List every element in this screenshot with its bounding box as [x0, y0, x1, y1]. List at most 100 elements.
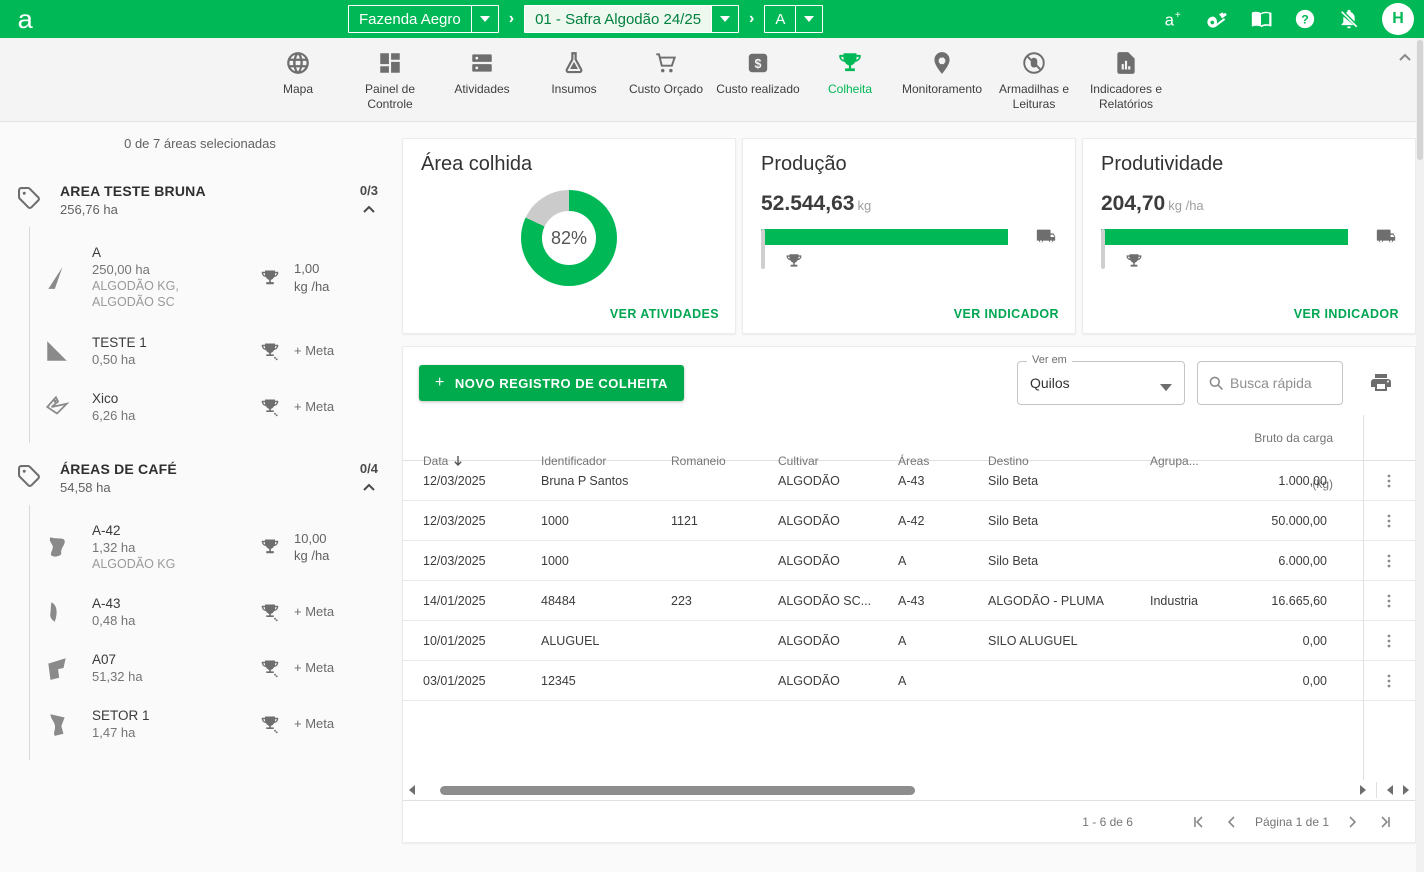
table-row[interactable]: 12/03/2025 Bruna P Santos ALGODÃO A-43 Silo …: [403, 461, 1415, 501]
sort-descending-icon[interactable]: [452, 455, 464, 467]
nav-item-colheita[interactable]: Colheita: [808, 50, 892, 97]
add-goal-link[interactable]: + Meta: [294, 604, 335, 620]
harvested-area-donut-chart: 82%: [521, 190, 617, 286]
next-page-icon[interactable]: [1339, 809, 1365, 835]
column-header-3[interactable]: Cultivar: [778, 454, 819, 468]
trophy-add-icon[interactable]: [260, 658, 280, 678]
notifications-off-icon[interactable]: [1338, 8, 1360, 30]
dollar-icon: $: [745, 50, 771, 76]
area-crops: ALGODÃO KG, ALGODÃO SC: [92, 279, 179, 310]
table-row[interactable]: 03/01/2025 12345 ALGODÃO A 0,00: [403, 661, 1415, 701]
ver-indicador-link[interactable]: VER INDICADOR: [1293, 307, 1399, 321]
caret-down-icon[interactable]: [470, 6, 498, 32]
caret-down-icon[interactable]: [795, 6, 822, 32]
table-row[interactable]: 14/01/2025 48484 223 ALGODÃO SC... A-43 ALGOD…: [403, 581, 1415, 621]
scroll-left-icon[interactable]: [1383, 783, 1397, 797]
column-header-4[interactable]: Áreas: [898, 454, 930, 468]
area-item-teste-1[interactable]: TESTE 1 0,50 ha + Meta: [30, 323, 400, 379]
nav-item-painel-de-controle[interactable]: Painel de Controle: [348, 50, 432, 112]
quick-search-field[interactable]: [1197, 361, 1343, 405]
trophy-add-icon[interactable]: [260, 397, 280, 417]
add-goal-link[interactable]: + Meta: [294, 399, 335, 414]
scrollbar-track[interactable]: [421, 784, 1354, 796]
add-goal-link[interactable]: + Meta: [294, 716, 335, 732]
area-shape-icon: [44, 711, 70, 737]
guide-book-icon[interactable]: [1250, 8, 1272, 30]
producao-progress-bar: [761, 229, 1009, 245]
row-actions-icon[interactable]: [1363, 633, 1415, 649]
card-producao: Produção 52.544,63 kg VER INDICADOR: [742, 138, 1076, 334]
nav-item-custo-realizado[interactable]: $ Custo realizado: [716, 50, 800, 97]
nav-item-insumos[interactable]: Insumos: [532, 50, 616, 97]
nav-item-armadilhas-e-leituras[interactable]: Armadilhas e Leituras: [992, 50, 1076, 112]
scrollbar-thumb[interactable]: [439, 786, 916, 795]
area-item-setor-1[interactable]: SETOR 1 1,47 ha + Meta: [30, 696, 400, 752]
page-scrollbar[interactable]: [1416, 38, 1424, 872]
scroll-right-icon[interactable]: [1399, 783, 1413, 797]
aegro-logo-icon[interactable]: a: [17, 4, 33, 34]
area-crops: ALGODÃO KG: [92, 556, 176, 571]
page-scrollbar-thumb[interactable]: [1417, 40, 1423, 160]
add-goal-link[interactable]: + Meta: [294, 660, 335, 676]
nav-item-monitoramento[interactable]: Monitoramento: [900, 50, 984, 97]
quick-search-input[interactable]: [1230, 375, 1332, 391]
area-item-xico[interactable]: Xico 6,26 ha + Meta: [30, 379, 400, 435]
column-header-5[interactable]: Destino: [988, 454, 1029, 468]
table-row[interactable]: 12/03/2025 1000 ALGODÃO A Silo Beta 6.000,00: [403, 541, 1415, 581]
area-item-a[interactable]: A 250,00 ha ALGODÃO KG, ALGODÃO SC 1,00 k…: [30, 233, 400, 323]
key-icon[interactable]: [1206, 8, 1228, 30]
table-row[interactable]: 10/01/2025 ALUGUEL ALGODÃO A SILO ALUGUEL 0,0…: [403, 621, 1415, 661]
trophy-add-icon[interactable]: [260, 341, 280, 361]
area-item-a-42[interactable]: A-42 1,32 ha ALGODÃO KG 10,00 kg /ha: [30, 511, 400, 584]
nav-item-mapa[interactable]: Mapa: [256, 50, 340, 97]
group-name: AREA TESTE BRUNA: [60, 183, 206, 199]
scroll-right-icon[interactable]: [1356, 783, 1370, 797]
report-icon: [1113, 50, 1139, 76]
previous-page-icon[interactable]: [1219, 809, 1245, 835]
caret-down-icon[interactable]: [711, 6, 739, 32]
row-actions-icon[interactable]: [1363, 673, 1415, 689]
row-actions-icon[interactable]: [1363, 593, 1415, 609]
farm-selector[interactable]: Fazenda Aegro: [348, 5, 499, 33]
collapse-navbar-icon[interactable]: [1398, 50, 1412, 64]
trophy-add-icon[interactable]: [260, 602, 280, 622]
view-in-select[interactable]: Ver em Quilos: [1017, 354, 1185, 405]
area-group-header[interactable]: ÁREAS DE CAFÉ 54,58 ha 0/4: [0, 447, 400, 505]
app-header: a Fazenda Aegro › 01 - Safra Algodão 24/…: [0, 0, 1424, 38]
column-header-1[interactable]: Identificador: [541, 454, 607, 468]
area-item-a-43[interactable]: A-43 0,48 ha + Meta: [30, 584, 400, 640]
column-header-2[interactable]: Romaneio: [671, 454, 726, 468]
crop-group-selector[interactable]: A: [764, 5, 824, 33]
user-avatar[interactable]: H: [1382, 3, 1414, 35]
nav-item-indicadores-e-relat-rios[interactable]: Indicadores e Relatórios: [1084, 50, 1168, 112]
help-icon[interactable]: ?: [1294, 8, 1316, 30]
producao-unit: kg: [857, 198, 872, 213]
column-header-0[interactable]: Data: [403, 454, 521, 468]
row-actions-icon[interactable]: [1363, 513, 1415, 529]
new-harvest-record-button[interactable]: + NOVO REGISTRO DE COLHEITA: [419, 365, 684, 401]
last-page-icon[interactable]: [1373, 809, 1399, 835]
ver-indicador-link[interactable]: VER INDICADOR: [953, 307, 1059, 321]
nav-item-custo-or-ado[interactable]: Custo Orçado: [624, 50, 708, 97]
column-header-7[interactable]: Bruto da carga (kg): [1254, 431, 1333, 491]
ver-atividades-link[interactable]: VER ATIVIDADES: [609, 307, 719, 321]
card-produtividade: Produtividade 204,70 kg /ha VER INDICADOR: [1082, 138, 1416, 334]
row-actions-icon[interactable]: [1363, 473, 1415, 489]
area-item-a07[interactable]: A07 51,32 ha + Meta: [30, 640, 400, 696]
pagination-range: 1 - 6 de 6: [1082, 814, 1133, 829]
column-header-6[interactable]: Agrupa...: [1150, 454, 1199, 468]
goal-marker: [761, 229, 765, 269]
table-row[interactable]: 12/03/2025 1000 1121 ALGODÃO A-42 Silo Beta 50…: [403, 501, 1415, 541]
chevron-up-icon[interactable]: [362, 480, 376, 491]
scroll-left-icon[interactable]: [405, 783, 419, 797]
print-icon[interactable]: [1369, 371, 1393, 395]
first-page-icon[interactable]: [1185, 809, 1211, 835]
add-goal-link[interactable]: + Meta: [294, 343, 335, 358]
nav-item-atividades[interactable]: Atividades: [440, 50, 524, 97]
chevron-up-icon[interactable]: [362, 202, 376, 213]
season-selector[interactable]: 01 - Safra Algodão 24/25: [524, 5, 740, 33]
trophy-add-icon[interactable]: [260, 714, 280, 734]
row-actions-icon[interactable]: [1363, 553, 1415, 569]
area-group-header[interactable]: AREA TESTE BRUNA 256,76 ha 0/3: [0, 169, 400, 227]
invite-user-icon[interactable]: a +: [1162, 8, 1184, 30]
